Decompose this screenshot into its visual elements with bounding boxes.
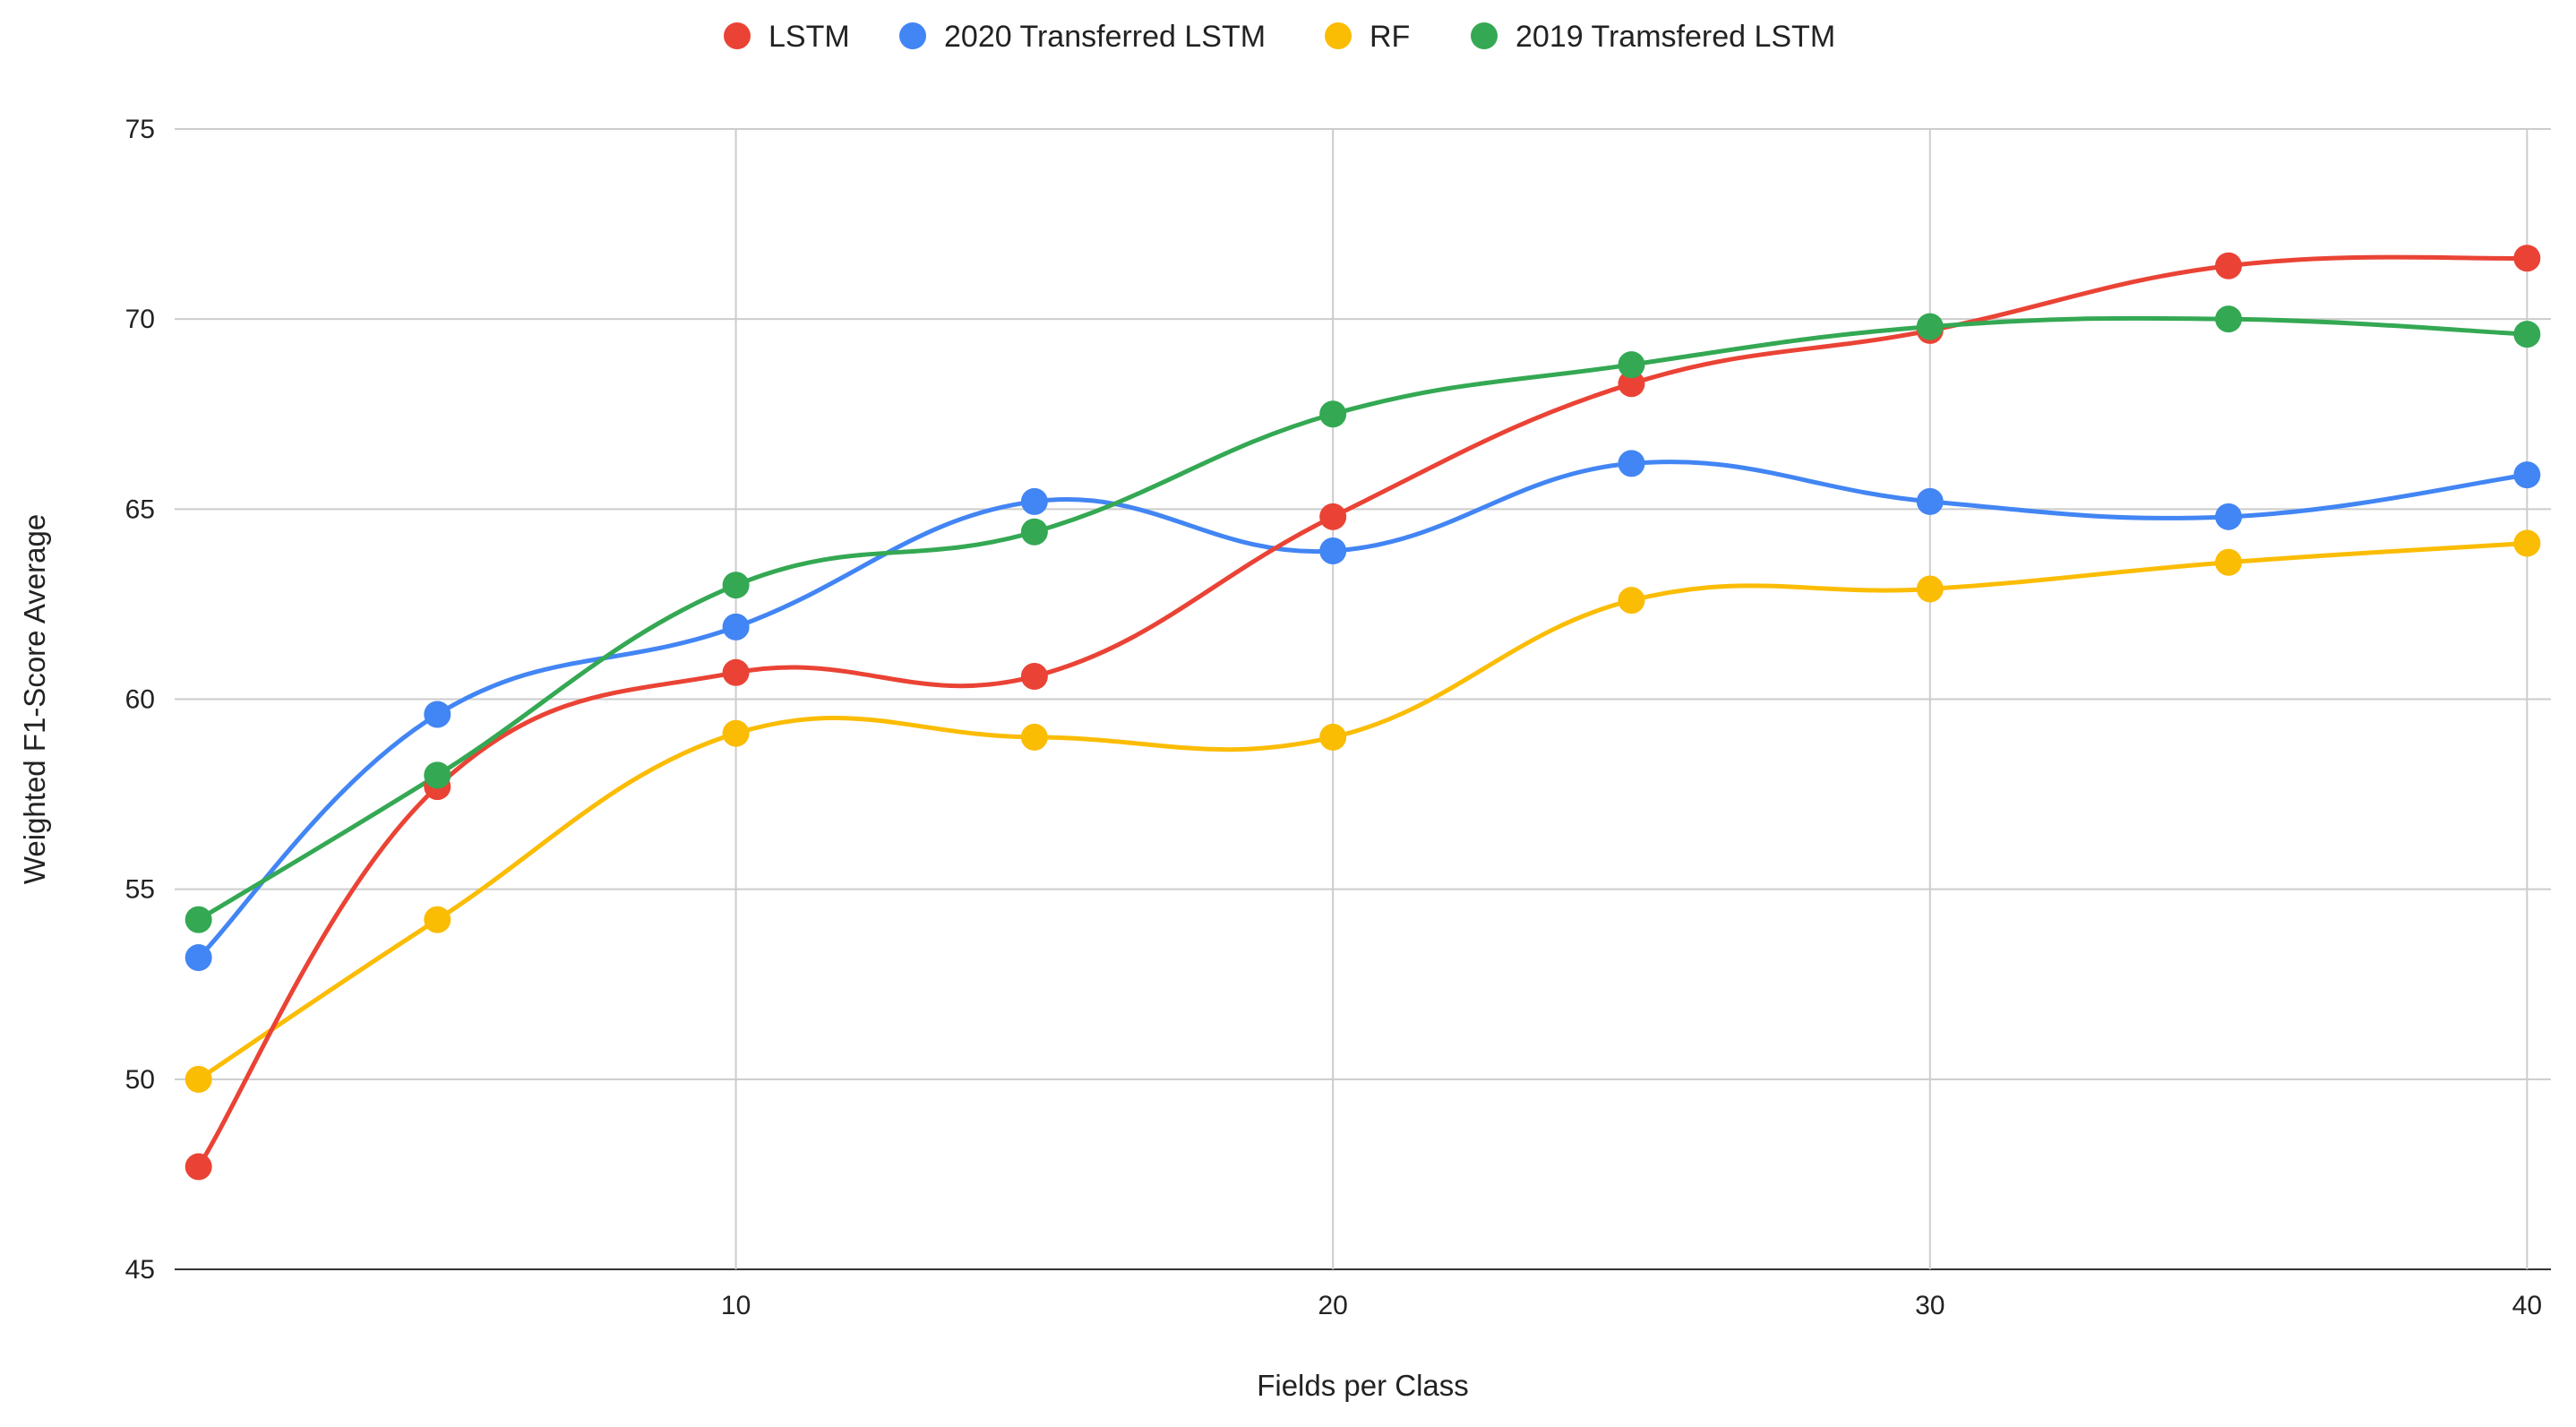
legend-label: 2019 Tramsfered LSTM [1516,20,1835,54]
legend-label: LSTM [769,20,850,54]
legend-marker [1325,22,1352,49]
data-point-2020-transferred-lstm [722,613,750,640]
data-point-rf [2513,529,2541,557]
data-point-2019-tramsfered-lstm [722,572,750,599]
legend-marker [899,22,926,49]
data-point-2019-tramsfered-lstm [1916,313,1944,340]
y-tick-label: 50 [125,1065,155,1095]
y-tick-label: 45 [125,1255,155,1285]
series-line-lstm [196,254,2529,1169]
data-point-2020-transferred-lstm [1618,450,1645,477]
x-tick-label: 40 [2512,1291,2542,1320]
data-point-lstm [2513,245,2541,272]
x-tick-label: 30 [1915,1291,1945,1320]
data-point-lstm [1618,370,1645,398]
y-tick-label: 75 [125,115,155,144]
series-line-rf [196,541,2529,1082]
data-point-2020-transferred-lstm [424,701,451,728]
y-tick-label: 60 [125,685,155,715]
legend-item-lstm: LSTM [724,20,850,54]
x-tick-label: 20 [1318,1291,1347,1320]
legend-label: RF [1370,20,1410,54]
data-point-rf [722,719,750,747]
series-line-2020-transferred-lstm [196,460,2529,960]
data-point-2020-transferred-lstm [1319,537,1347,565]
y-axis-ticks: 45 50 55 60 65 70 75 [125,115,155,1285]
data-point-rf [1319,723,1347,751]
data-point-2020-transferred-lstm [2215,503,2243,530]
data-point-rf [1618,587,1645,615]
data-point-2019-tramsfered-lstm [185,906,212,933]
legend-item-rf: RF [1325,20,1410,54]
data-point-rf [424,906,451,933]
data-point-2020-transferred-lstm [185,944,212,972]
y-tick-label: 65 [125,494,155,524]
data-point-rf [1916,575,1944,603]
data-point-lstm [722,658,750,686]
data-point-lstm [1020,663,1048,691]
data-point-2020-transferred-lstm [2513,461,2541,489]
x-tick-label: 10 [721,1291,751,1320]
data-point-2020-transferred-lstm [1020,487,1048,515]
legend-item-2020-transferred-lstm: 2020 Transferred LSTM [899,20,1266,54]
data-point-2019-tramsfered-lstm [2215,305,2243,333]
legend-marker [1471,22,1498,49]
y-axis-title: Weighted F1-Score Average [18,514,51,884]
y-tick-label: 70 [125,305,155,334]
y-tick-label: 55 [125,875,155,905]
data-point-rf [1020,723,1048,751]
x-axis-ticks: 10 20 30 40 [721,1291,2542,1320]
x-axis-title: Fields per Class [1257,1369,1469,1402]
data-point-2019-tramsfered-lstm [1618,351,1645,379]
data-point-2019-tramsfered-lstm [1319,400,1347,428]
legend-label: 2020 Transferred LSTM [944,20,1266,54]
data-point-2020-transferred-lstm [1916,487,1944,515]
data-point-lstm [185,1153,212,1181]
series-lines [196,254,2529,1169]
legend: LSTM 2020 Transferred LSTM RF 2019 Tramsfer… [724,20,1835,54]
data-point-2019-tramsfered-lstm [2513,321,2541,348]
gridlines [175,128,2551,1270]
data-point-2019-tramsfered-lstm [1020,518,1048,546]
series-points [185,245,2541,1181]
data-point-rf [185,1065,212,1093]
data-point-rf [2215,548,2243,576]
legend-item-2019-tramsfered-lstm: 2019 Tramsfered LSTM [1471,20,1835,54]
data-point-lstm [2215,252,2243,279]
legend-marker [724,22,751,49]
data-point-lstm [1319,503,1347,530]
data-point-2019-tramsfered-lstm [424,761,451,789]
series-line-2019-tramsfered-lstm [196,315,2529,923]
